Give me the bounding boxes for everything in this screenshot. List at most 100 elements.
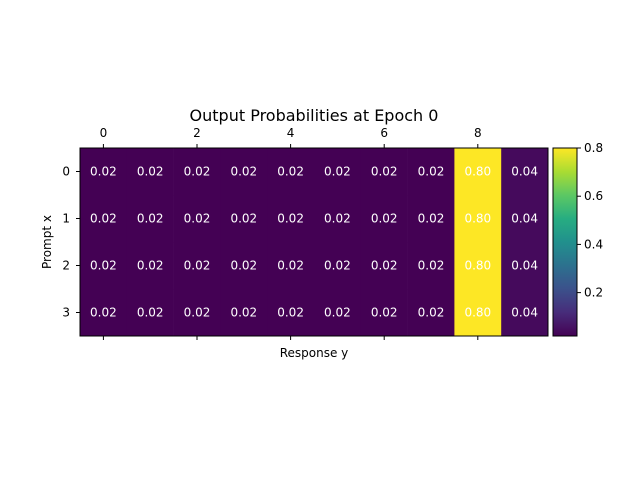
colorbar-tick-label: 0.2 (584, 286, 603, 300)
heatmap-cell (501, 289, 549, 337)
heatmap-cell (314, 242, 362, 290)
heatmap-cell (267, 242, 315, 290)
colorbar (552, 147, 578, 337)
heatmap-cell (407, 289, 455, 337)
cell-value-label: 0.02 (277, 212, 304, 226)
cell-value-label: 0.02 (418, 259, 445, 273)
heatmap-cell (126, 148, 174, 196)
heatmap-cell (80, 289, 128, 337)
cell-value-label: 0.02 (184, 306, 211, 320)
heatmap-cell (267, 148, 315, 196)
cell-value-label: 0.02 (137, 165, 164, 179)
plot-frame (79, 147, 549, 337)
colorbar-tick-label: 0.4 (584, 237, 603, 251)
y-axis: 0 1 2 3 (62, 165, 80, 320)
heatmap-cell (267, 289, 315, 337)
heatmap-cell (360, 242, 408, 290)
cell-value-label: 0.02 (90, 306, 117, 320)
cell-value-label: 0.02 (418, 165, 445, 179)
cell-value-label: 0.02 (230, 259, 257, 273)
heatmap-cell (360, 195, 408, 243)
heatmap-cell (267, 195, 315, 243)
cell-value-label: 0.04 (511, 165, 538, 179)
cell-value-label: 0.02 (418, 212, 445, 226)
heatmap-cell-labels: 0.02 0.02 0.02 0.02 0.02 0.02 0.02 0.02 0.80 0.04… (90, 165, 538, 320)
x-tick-label: 4 (287, 126, 295, 140)
chart-title: Output Probabilities at Epoch 0 (190, 106, 439, 125)
cell-value-label: 0.04 (511, 259, 538, 273)
cell-value-label: 0.80 (464, 306, 491, 320)
x-tick-label: 2 (193, 126, 201, 140)
cell-value-label: 0.80 (464, 165, 491, 179)
cell-value-label: 0.02 (90, 212, 117, 226)
cell-value-label: 0.02 (324, 212, 351, 226)
heatmap-cell (173, 242, 221, 290)
heatmap-cell (173, 148, 221, 196)
cell-value-label: 0.04 (511, 306, 538, 320)
cell-value-label: 0.02 (371, 259, 398, 273)
cell-value-label: 0.02 (90, 259, 117, 273)
x-axis-label: Response y (280, 346, 349, 360)
cell-value-label: 0.02 (137, 212, 164, 226)
x-tick-label: 0 (100, 126, 108, 140)
heatmap-cell (173, 195, 221, 243)
cell-value-label: 0.02 (371, 165, 398, 179)
heatmap-cell (220, 242, 268, 290)
heatmap-cells (80, 148, 549, 337)
cell-value-label: 0.80 (464, 259, 491, 273)
colorbar-tick-label: 0.6 (584, 189, 603, 203)
heatmap-cell (314, 289, 362, 337)
heatmap-cell (454, 148, 502, 196)
heatmap-cell (126, 195, 174, 243)
heatmap-cell (80, 148, 128, 196)
heatmap-cell (454, 195, 502, 243)
y-tick-label: 2 (62, 259, 70, 273)
cell-value-label: 0.02 (137, 259, 164, 273)
cell-value-label: 0.04 (511, 212, 538, 226)
y-axis-label: Prompt x (40, 215, 54, 269)
heatmap-cell (360, 148, 408, 196)
heatmap-cell (407, 195, 455, 243)
heatmap-cell (454, 242, 502, 290)
heatmap-cell (314, 195, 362, 243)
cell-value-label: 0.02 (324, 165, 351, 179)
heatmap-cell (360, 289, 408, 337)
cell-value-label: 0.02 (184, 212, 211, 226)
y-tick-label: 0 (62, 165, 70, 179)
heatmap-cell (407, 148, 455, 196)
cell-value-label: 0.02 (277, 259, 304, 273)
cell-value-label: 0.02 (184, 165, 211, 179)
heatmap-cell (126, 289, 174, 337)
cell-value-label: 0.02 (184, 259, 211, 273)
x-axis: 0 2 4 6 8 (100, 126, 482, 340)
heatmap-cell (501, 148, 549, 196)
cell-value-label: 0.02 (277, 165, 304, 179)
cell-value-label: 0.02 (230, 212, 257, 226)
heatmap-cell (501, 195, 549, 243)
cell-value-label: 0.02 (90, 165, 117, 179)
heatmap-cell (173, 289, 221, 337)
cell-value-label: 0.02 (230, 165, 257, 179)
x-tick-label: 6 (380, 126, 388, 140)
heatmap-cell (220, 195, 268, 243)
heatmap-cell (80, 195, 128, 243)
colorbar-axis: 0.2 0.4 0.6 0.8 (577, 141, 603, 300)
x-tick-label: 8 (474, 126, 482, 140)
cell-value-label: 0.02 (371, 212, 398, 226)
y-tick-label: 1 (62, 212, 70, 226)
cell-value-label: 0.02 (137, 306, 164, 320)
cell-value-label: 0.02 (324, 306, 351, 320)
cell-value-label: 0.02 (324, 259, 351, 273)
heatmap-cell (126, 242, 174, 290)
heatmap-cell (454, 289, 502, 337)
y-tick-label: 3 (62, 306, 70, 320)
heatmap-cell (407, 242, 455, 290)
colorbar-tick-label: 0.8 (584, 141, 603, 155)
cell-value-label: 0.02 (230, 306, 257, 320)
heatmap-cell (220, 148, 268, 196)
heatmap-cell (220, 289, 268, 337)
cell-value-label: 0.02 (418, 306, 445, 320)
heatmap-cell (80, 242, 128, 290)
cell-value-label: 0.02 (277, 306, 304, 320)
